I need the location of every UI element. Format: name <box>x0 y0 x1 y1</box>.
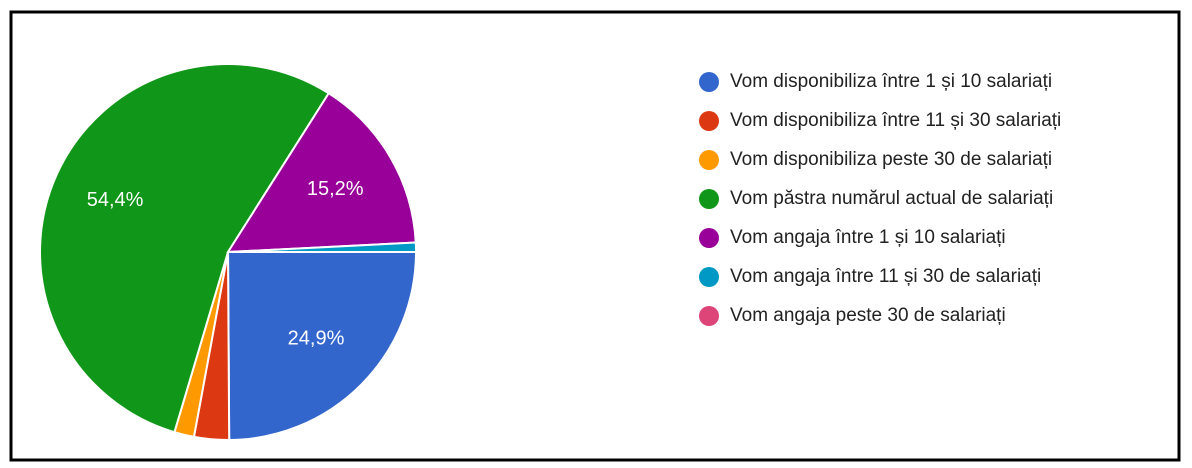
legend-swatch <box>699 228 719 248</box>
pie-slice <box>226 251 418 442</box>
legend-swatch <box>699 111 719 131</box>
slice-label: 24,9% <box>288 328 345 350</box>
slice-label: 15,2% <box>307 178 364 200</box>
legend-label: Vom disponibiliza între 11 și 30 salaria… <box>730 110 1061 131</box>
legend-swatch <box>699 267 719 287</box>
legend-swatch <box>699 189 719 209</box>
legend-label: Vom disponibiliza între 1 și 10 salariaț… <box>730 71 1052 92</box>
legend-swatch <box>699 72 719 92</box>
legend-label: Vom angaja între 1 și 10 salariați <box>730 227 1006 248</box>
legend-swatch <box>699 306 719 326</box>
slice-label: 54,4% <box>87 189 144 211</box>
legend-label: Vom angaja între 11 și 30 de salariați <box>730 266 1041 287</box>
legend-label: Vom angaja peste 30 de salariați <box>730 305 1006 326</box>
legend-label: Vom păstra numărul actual de salariați <box>730 188 1053 209</box>
legend-swatch <box>699 150 719 170</box>
pie-slice <box>39 63 331 434</box>
pie-slice <box>226 91 417 254</box>
legend-label: Vom disponibiliza peste 30 de salariați <box>730 149 1052 170</box>
